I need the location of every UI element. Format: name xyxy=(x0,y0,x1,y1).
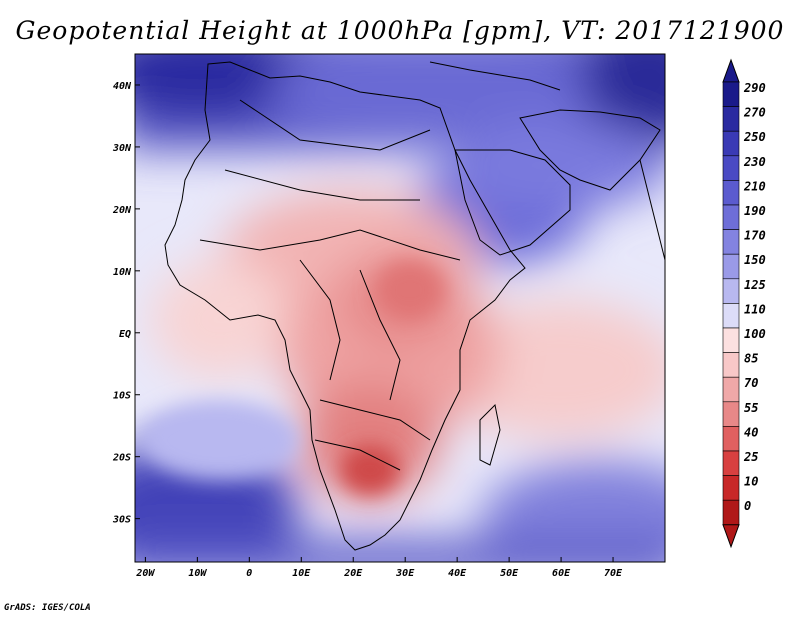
colorbar-bottom-arrow xyxy=(722,524,740,549)
colorbar-swatch xyxy=(722,204,740,230)
lat-axis: 40N 30N 20N 10N EQ 10S 20S 30S xyxy=(112,81,140,526)
colorbar-label: 210 xyxy=(743,179,766,193)
colorbar-label: 190 xyxy=(744,204,766,218)
colorbar-swatch xyxy=(722,278,740,304)
lon-tick-label: 10E xyxy=(292,568,311,579)
lon-tick-label: 10W xyxy=(188,568,207,579)
colorbar-label: 150 xyxy=(744,253,766,267)
colorbar-label: 250 xyxy=(743,130,766,144)
colorbar-swatch xyxy=(722,426,740,452)
lat-tick-label: 30N xyxy=(112,143,132,154)
lat-tick-label: EQ xyxy=(119,329,131,340)
colorbar-label: 85 xyxy=(744,352,758,366)
lat-tick-label: 10S xyxy=(113,391,131,402)
lon-tick-label: 40E xyxy=(448,568,467,579)
colorbar-swatch xyxy=(722,130,740,157)
colorbar-swatch xyxy=(722,450,740,476)
colorbar-label: 100 xyxy=(744,327,766,341)
colorbar-swatch xyxy=(722,303,740,329)
lat-tick-label: 20S xyxy=(112,453,131,464)
colorbar-swatch xyxy=(722,229,740,255)
lon-tick-label: 20W xyxy=(135,568,155,579)
lat-tick-label: 20N xyxy=(112,205,132,216)
colorbar-swatch xyxy=(722,499,740,526)
colorbar-label: 270 xyxy=(743,106,766,120)
colorbar-swatch xyxy=(722,376,740,403)
colorbar-swatch xyxy=(722,81,740,107)
chart-title: Geopotential Height at 1000hPa [gpm], VT… xyxy=(15,16,785,45)
colorbar-label: 110 xyxy=(744,302,766,316)
colorbar-label: 125 xyxy=(744,278,766,292)
colorbar-swatch xyxy=(722,180,740,206)
colorbar-swatch xyxy=(722,401,740,427)
colorbar-label: 170 xyxy=(744,229,766,243)
lat-tick-label: 10N xyxy=(113,267,132,278)
colorbar-swatch xyxy=(722,327,740,353)
colorbar-label: 70 xyxy=(744,376,758,390)
colorbar-swatch xyxy=(722,155,740,181)
lat-tick-label: 40N xyxy=(113,81,132,92)
lon-tick-label: 20E xyxy=(343,568,363,579)
colorbar-swatch xyxy=(722,352,740,378)
lon-tick-label: 70E xyxy=(604,568,623,579)
plot-frame xyxy=(134,53,666,563)
colorbar-top-arrow xyxy=(722,58,740,83)
lon-axis: 20W 10W 0 10E 20E 30E 40E 50E 60E 70E xyxy=(135,557,623,579)
lon-tick-label: 0 xyxy=(246,568,252,579)
colorbar-label: 25 xyxy=(743,450,758,464)
lon-tick-label: 60E xyxy=(552,568,571,579)
lon-tick-label: 50E xyxy=(500,568,519,579)
lon-tick-label: 30E xyxy=(395,568,415,579)
colorbar-label: 55 xyxy=(744,401,758,415)
colorbar-label: 40 xyxy=(744,425,758,439)
colorbar: 2902702502302101901701501251101008570554… xyxy=(722,58,766,549)
coastlines xyxy=(164,61,665,551)
colorbar-swatch xyxy=(722,253,740,280)
colorbar-label: 290 xyxy=(743,81,766,95)
colorbar-swatch xyxy=(722,475,740,501)
colorbar-swatch xyxy=(722,106,740,132)
height-field xyxy=(135,54,665,562)
colorbar-label: 230 xyxy=(743,155,766,169)
colorbar-label: 0 xyxy=(744,499,751,513)
lat-tick-label: 30S xyxy=(112,515,131,526)
colorbar-label: 10 xyxy=(744,475,758,489)
credit-text: GrADS: IGES/COLA xyxy=(4,603,91,613)
